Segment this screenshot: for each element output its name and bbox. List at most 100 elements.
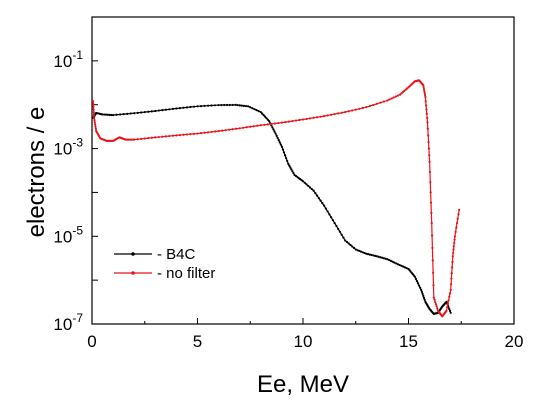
data-point (266, 118, 269, 121)
data-point (419, 286, 422, 289)
data-point (283, 154, 287, 157)
data-point (333, 221, 336, 225)
data-point (345, 240, 349, 244)
legend: - B4C - no filter (114, 246, 215, 282)
data-point (288, 164, 291, 167)
data-point (342, 236, 345, 239)
data-point (365, 106, 368, 109)
data-point (422, 296, 426, 299)
data-point (445, 300, 448, 303)
data-point (427, 140, 430, 144)
data-point (175, 134, 178, 137)
data-point (428, 160, 431, 163)
data-point (384, 257, 387, 260)
data-point (393, 261, 396, 264)
data-point (413, 275, 416, 278)
data-point (375, 255, 378, 258)
data-point (192, 105, 196, 108)
data-point (450, 277, 453, 280)
data-point (423, 89, 426, 93)
data-point (351, 245, 354, 248)
data-point (448, 309, 452, 313)
data-point (434, 303, 438, 306)
data-point (251, 107, 254, 110)
data-point (370, 253, 373, 257)
data-point (344, 239, 347, 242)
data-point (282, 151, 286, 154)
data-point (452, 245, 455, 248)
data-point (422, 85, 425, 89)
data-point (428, 154, 431, 157)
data-point (455, 221, 459, 225)
data-point (185, 106, 189, 109)
data-point (312, 189, 315, 192)
data-point (428, 170, 432, 174)
x-tick-label: 20 (505, 332, 524, 351)
data-point (126, 112, 129, 115)
data-point (259, 110, 262, 114)
data-point (192, 132, 196, 135)
data-point (388, 258, 391, 262)
data-point (92, 111, 95, 114)
data-point (451, 260, 454, 263)
data-point (242, 126, 245, 129)
data-point (292, 172, 295, 175)
data-point (312, 116, 315, 119)
data-point (301, 180, 305, 183)
data-point (354, 108, 357, 111)
data-point (455, 226, 458, 229)
data-point (447, 299, 450, 302)
data-point (451, 266, 454, 269)
data-point (178, 107, 182, 110)
data-point (263, 115, 267, 118)
data-point (446, 302, 449, 305)
data-point (175, 107, 178, 110)
data-point (298, 118, 301, 122)
data-point (424, 100, 427, 103)
data-point (432, 284, 435, 287)
data-point (422, 87, 426, 91)
data-point (210, 104, 213, 107)
data-point (358, 107, 361, 110)
data-point (157, 109, 160, 112)
data-point (217, 104, 220, 107)
x-tick-label: 15 (399, 332, 418, 351)
data-point (323, 115, 326, 118)
data-point (347, 242, 350, 245)
data-point (458, 208, 461, 211)
data-point (265, 117, 268, 120)
data-point (402, 265, 405, 268)
data-point (94, 127, 97, 131)
data-point (108, 113, 111, 116)
data-point (122, 113, 125, 116)
data-point (435, 305, 438, 308)
legend-marker-b4c (131, 252, 135, 256)
data-point (224, 129, 227, 132)
data-point (448, 295, 451, 298)
x-tick-label: 10 (294, 332, 313, 351)
data-point (115, 113, 118, 116)
data-point (423, 298, 426, 301)
data-point (315, 194, 319, 197)
data-point (247, 105, 250, 108)
data-point (414, 277, 417, 280)
data-point (429, 191, 432, 194)
data-point (324, 207, 327, 210)
data-point (400, 264, 403, 267)
data-point (427, 134, 430, 137)
data-point (377, 255, 380, 258)
data-point (272, 128, 275, 131)
data-point (93, 119, 96, 122)
data-point (356, 249, 359, 252)
data-point (452, 251, 455, 255)
data-point (154, 109, 157, 113)
data-point (372, 103, 375, 107)
data-point (270, 122, 273, 126)
data-point (315, 116, 319, 119)
data-point (403, 266, 407, 269)
data-point (196, 132, 199, 135)
data-point (453, 238, 456, 241)
data-point (386, 99, 389, 102)
data-point (431, 246, 434, 250)
